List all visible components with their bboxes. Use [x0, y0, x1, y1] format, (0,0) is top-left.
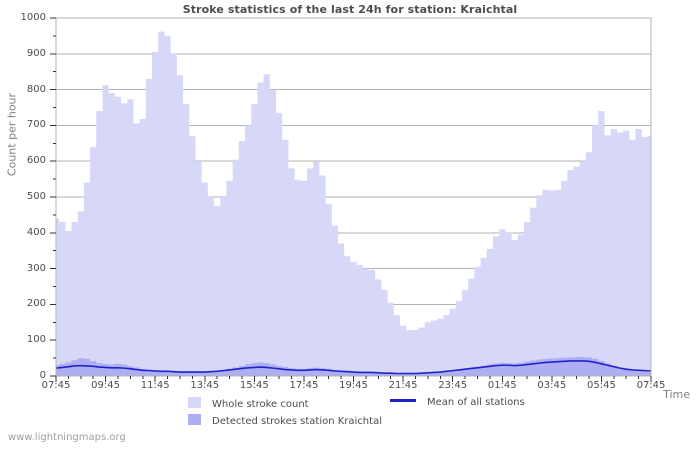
y-tick-label: 800 [26, 83, 46, 95]
legend-swatch-whole-stroke-count [188, 397, 201, 408]
x-tick-label: 17:45 [289, 380, 319, 391]
legend-line-mean-of-all-stations [390, 399, 416, 402]
y-tick-label: 300 [26, 262, 46, 274]
x-tick-label: 07:45 [41, 380, 71, 391]
y-tick-label: 200 [26, 298, 46, 310]
y-tick-label: 600 [26, 155, 46, 167]
x-tick-label: 23:45 [438, 380, 468, 391]
y-tick-label: 0 [39, 370, 46, 381]
footer-watermark: www.lightningmaps.org [8, 432, 126, 443]
x-tick-label: 01:45 [487, 380, 517, 391]
legend-label-detected-strokes: Detected strokes station Kraichtal [212, 416, 382, 427]
x-tick-label: 15:45 [239, 380, 269, 391]
legend-item-whole-stroke-count: Whole stroke count [188, 397, 309, 410]
area-detected-strokes [56, 357, 651, 376]
x-tick-label: 09:45 [91, 380, 120, 391]
x-tick-label: 05:45 [586, 380, 616, 391]
x-tick-label: 03:45 [537, 380, 567, 391]
y-tick-label: 900 [26, 47, 46, 59]
legend-swatch-detected-strokes [188, 414, 201, 425]
chart-legend: Whole stroke count Detected strokes stat… [0, 394, 700, 427]
x-tick-label: 11:45 [140, 380, 170, 391]
x-tick-label: 07:45 [636, 380, 666, 391]
x-tick-label: 19:45 [339, 380, 368, 391]
x-tick-label: 21:45 [388, 380, 418, 391]
y-tick-label: 500 [26, 191, 46, 202]
line-mean-of-all-stations [55, 360, 652, 375]
y-tick-label: 700 [26, 119, 46, 131]
legend-label-mean-of-all-stations: Mean of all stations [427, 397, 525, 408]
y-tick-label: 100 [26, 334, 46, 346]
x-axis-label: Time [663, 388, 690, 401]
legend-label-whole-stroke-count: Whole stroke count [212, 399, 309, 410]
x-tick-label: 13:45 [190, 380, 220, 391]
legend-item-detected-strokes: Detected strokes station Kraichtal [188, 414, 382, 427]
y-tick-label: 1000 [20, 12, 46, 23]
chart-title: Stroke statistics of the last 24h for st… [182, 3, 518, 16]
area-whole-stroke-count [56, 31, 651, 376]
y-tick-label: 400 [26, 226, 46, 238]
legend-item-mean-of-all-stations: Mean of all stations [390, 397, 525, 408]
